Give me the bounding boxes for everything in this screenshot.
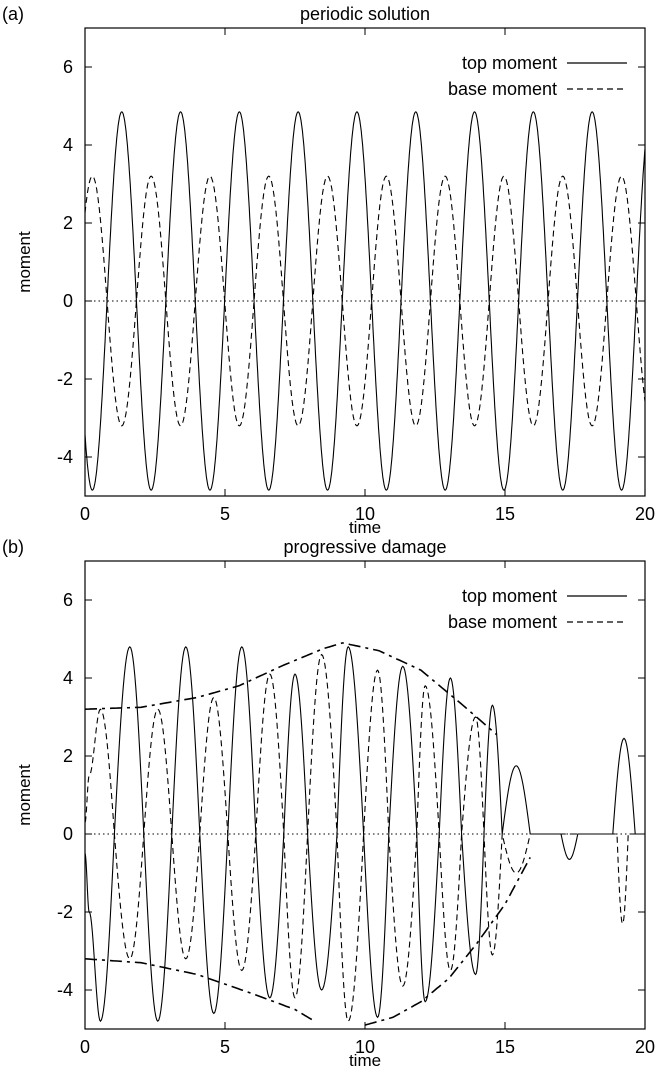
chart-panel-a: (a) periodic solution 0 5 10 15 20 -4 -2 0 2 4 6 time… [2, 4, 655, 533]
y-tick-label: 4 [63, 135, 73, 155]
x-axis-label: time [349, 1051, 381, 1066]
chart-b-svg: (b) progressive damage 0 5 10 15 20 -4 -2 0 2 4 6 tim… [2, 537, 655, 1066]
chart-panel-b: (b) progressive damage 0 5 10 15 20 -4 -2 0 2 4 6 tim… [0, 533, 662, 1066]
x-tick-label: 10 [355, 504, 375, 524]
y-tick-label: 6 [63, 57, 73, 77]
y-tick-label: -4 [57, 980, 73, 1000]
series-line-base-moment [85, 175, 645, 427]
panel-label: (b) [2, 537, 24, 557]
x-tick-label: 20 [635, 504, 655, 524]
series-group [85, 642, 645, 1026]
series-line-top-moment [85, 111, 645, 491]
series-group [85, 111, 645, 491]
x-tick-label: 5 [220, 504, 230, 524]
x-tick-label: 10 [355, 1037, 375, 1057]
panel-label: (a) [2, 4, 24, 24]
envelope-line-4 [364, 857, 531, 1026]
chart-title: periodic solution [300, 4, 430, 24]
series-line-base-moment [85, 653, 645, 1023]
y-tick-label: -2 [57, 369, 73, 389]
plot-frame [84, 27, 646, 497]
chart-title: progressive damage [283, 537, 446, 557]
x-axis-label: time [349, 518, 381, 533]
y-tick-label: 6 [63, 590, 73, 610]
legend-label: base moment [448, 79, 557, 99]
y-tick-label: 0 [63, 824, 73, 844]
x-tick-label: 15 [495, 1037, 515, 1057]
x-tick-label: 15 [495, 504, 515, 524]
y-axis-label: moment [15, 764, 34, 826]
legend-label: base moment [448, 612, 557, 632]
y-tick-label: -4 [57, 447, 73, 467]
y-tick-label: 2 [63, 213, 73, 233]
series-line-top-moment [85, 645, 645, 1023]
y-tick-label: 4 [63, 668, 73, 688]
y-tick-label: 0 [63, 291, 73, 311]
legend-label: top moment [462, 586, 557, 606]
y-tick-label: -2 [57, 902, 73, 922]
plot-frame [84, 560, 646, 1030]
envelope-line-3 [85, 958, 315, 1022]
chart-a-svg: (a) periodic solution 0 5 10 15 20 -4 -2 0 2 4 6 time… [2, 4, 655, 533]
x-tick-label: 0 [80, 504, 90, 524]
x-tick-label: 20 [635, 1037, 655, 1057]
legend-label: top moment [462, 53, 557, 73]
envelope-line-2 [85, 642, 498, 736]
y-tick-label: 2 [63, 746, 73, 766]
y-axis-label: moment [15, 231, 34, 293]
x-tick-label: 0 [80, 1037, 90, 1057]
x-tick-label: 5 [220, 1037, 230, 1057]
